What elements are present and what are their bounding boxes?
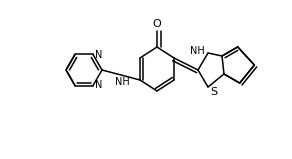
Text: N: N [95,80,102,90]
Text: NH: NH [115,77,130,87]
Text: O: O [153,19,161,29]
Text: N: N [95,50,102,60]
Text: NH: NH [190,46,205,56]
Text: S: S [210,87,217,97]
